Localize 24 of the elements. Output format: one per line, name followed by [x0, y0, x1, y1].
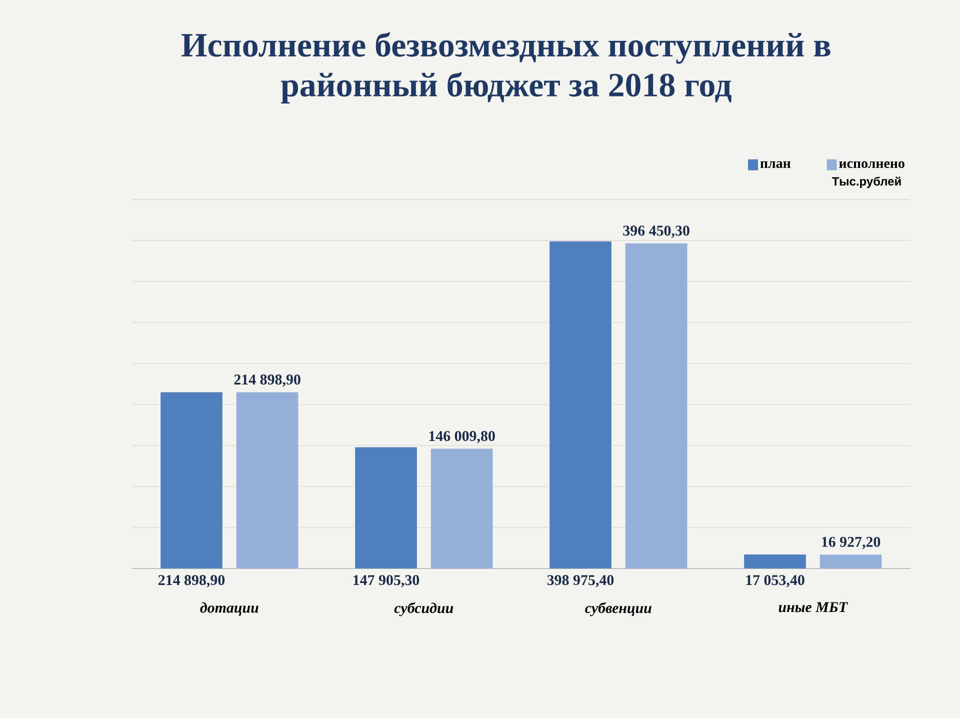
bar [355, 447, 417, 568]
data-label: 17 053,40 [746, 574, 804, 588]
data-label: 147 905,30 [354, 574, 420, 588]
bar [820, 554, 882, 568]
bar [160, 392, 222, 568]
x-tick-label: иные МБТ [778, 602, 848, 612]
legend-label: план [760, 161, 791, 168]
chart-title: Исполнение безвозмездных поступлений в районный бюджет за 2018 год [181, 32, 830, 104]
data-label: 396 450,30 [623, 226, 690, 238]
bar [744, 554, 806, 568]
data-label: 398 975,40 [547, 574, 614, 588]
x-tick-label: субвенции [585, 602, 652, 616]
bar [625, 243, 688, 568]
bar [430, 448, 493, 568]
legend-label: исполнено [839, 161, 904, 168]
text: Тыс.рублей [832, 176, 901, 188]
data-label: 214 898,90 [158, 574, 225, 588]
x-tick-label: дотации [200, 602, 258, 616]
data-label: 16 927,20 [822, 536, 880, 550]
data-label: 146 009,80 [429, 430, 495, 444]
x-tick-label: субсидии [394, 602, 454, 616]
bar [550, 241, 612, 568]
bar [236, 392, 298, 568]
data-label: 214 898,90 [234, 374, 300, 387]
